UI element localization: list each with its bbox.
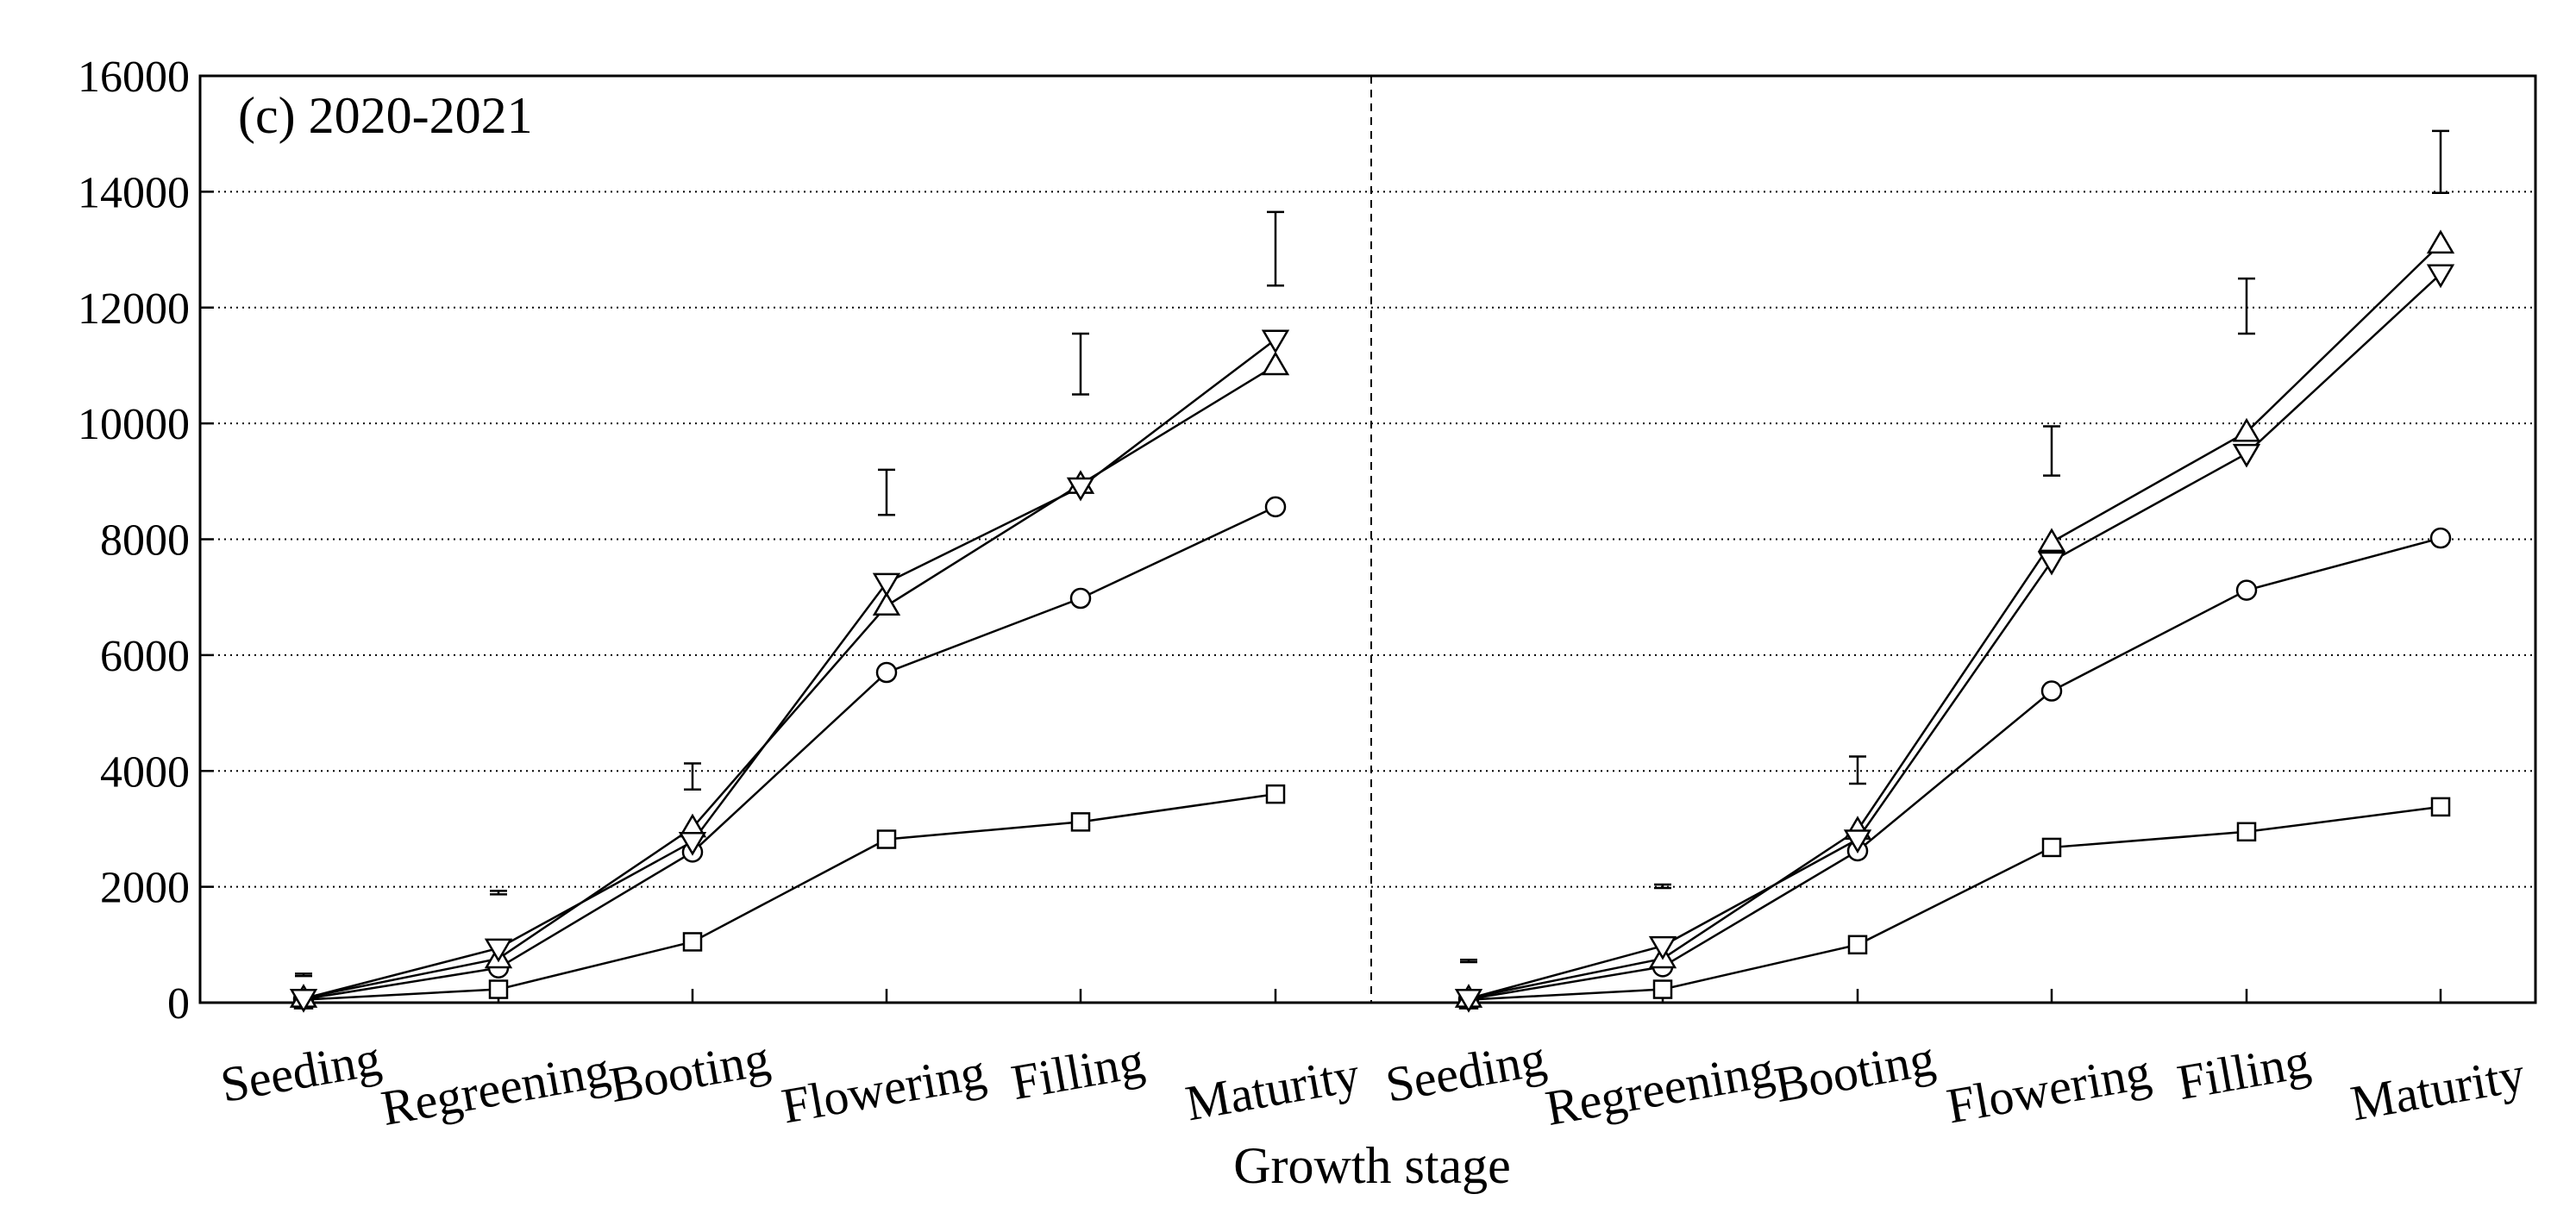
y-tick-label: 2000 [100,864,190,913]
series-triangle-up [303,364,1276,999]
marker-triangle-up [872,591,901,616]
y-tick-label: 14000 [78,168,190,217]
series-triangle-down [1468,272,2441,1000]
marker-circle [2040,680,2063,702]
series-line [1468,805,2441,1001]
series-line [303,364,1276,999]
marker-square [2430,797,2451,817]
series-line [1468,272,2441,1000]
error-bar [2043,425,2060,477]
marker-triangle-up [2426,229,2455,254]
marker-square [488,979,509,999]
marker-circle [875,661,898,684]
marker-circle [2429,527,2452,549]
series-triangle-down [303,338,1276,1000]
error-bar [490,890,507,896]
marker-triangle-down [1843,829,1872,854]
y-tick-label: 12000 [78,284,190,334]
x-tick-label: Booting [1771,1030,1939,1113]
marker-triangle-down [1066,477,1095,502]
marker-square [1070,812,1091,832]
marker-triangle-up [1261,351,1290,376]
marker-circle [2235,579,2258,601]
error-bar [1460,959,1477,964]
markers-square [293,784,1286,1010]
tick-labels: 0 2000 4000 6000 8000 10000 12000 14000 16000 See… [78,53,2529,1136]
series-triangle-up [1468,242,2441,999]
marker-triangle-up [2037,528,2066,553]
marker-triangle-down [2232,443,2261,468]
x-axis-title: Growth stage [1233,1137,1511,1194]
error-bar [1072,332,1089,396]
series-line [303,792,1276,1001]
error-bar [1849,755,1866,785]
marker-square [682,932,703,952]
x-tick-label: Regreening [377,1041,614,1136]
x-tick-label: Seeding [216,1030,385,1113]
marker-triangle-down [289,989,318,1013]
gridlines [200,76,2535,1003]
marker-square [1652,979,1673,999]
error-bar [2432,129,2449,194]
y-tick-label: 0 [167,979,190,1029]
panel-label: (c) 2020-2021 [238,87,533,144]
x-tick-label: Filling [2173,1032,2315,1110]
marker-triangle-up [2232,417,2261,442]
marker-triangle-down [1454,989,1483,1013]
error-bar [295,972,312,978]
marker-square [2041,837,2062,858]
x-tick-label: Booting [605,1030,774,1113]
x-tick-label: Maturity [1181,1046,1363,1131]
data-series [289,229,2455,1013]
series-line [1468,242,2441,999]
markers-circle [292,496,1287,1010]
marker-square [1265,784,1286,804]
marker-triangle-down [872,572,901,597]
x-tick-label: Seeding [1382,1030,1550,1113]
series-line [303,338,1276,1000]
marker-square [876,829,897,849]
error-bar [1267,210,1284,287]
marker-triangle-down [678,831,707,856]
marker-triangle-down [2426,264,2455,289]
marker-triangle-down [1261,329,1290,354]
error-bar [2238,277,2255,335]
y-tick-label: 8000 [100,516,190,566]
error-bar [684,762,701,791]
marker-triangle-down [484,938,513,963]
markers-triangle-down [289,329,1290,1013]
y-tick-label: 6000 [100,632,190,681]
y-tick-label: 16000 [78,53,190,102]
marker-triangle-down [1648,935,1677,960]
y-tick-label: 10000 [78,400,190,449]
y-tick-label: 4000 [100,747,190,797]
marker-circle [1069,587,1092,610]
series-line [303,505,1276,1001]
x-tick-label: Filling [1007,1032,1149,1110]
markers-triangle-up [289,351,1290,1008]
series-circle [303,505,1276,1001]
error-bar [1654,883,1671,890]
x-tick-label: Regreening [1541,1041,1778,1136]
marker-triangle-down [2037,551,2066,576]
series-square [303,792,1276,1001]
marker-circle [1264,496,1287,518]
error-bars [295,129,2449,978]
markers-circle [1457,527,2452,1010]
x-tick-label: Flowering [1943,1043,2155,1134]
marker-square [1847,935,1868,955]
error-bar [878,468,895,516]
x-tick-label: Flowering [778,1043,990,1134]
plot-border [198,74,2537,1004]
x-tick-label: Maturity [2347,1046,2529,1131]
series-circle [1468,536,2441,1001]
markers-triangle-down [1454,264,2455,1013]
marker-square [2236,822,2257,842]
series-square [1468,805,2441,1001]
markers-triangle-up [1454,229,2455,1008]
series-line [1468,536,2441,1001]
